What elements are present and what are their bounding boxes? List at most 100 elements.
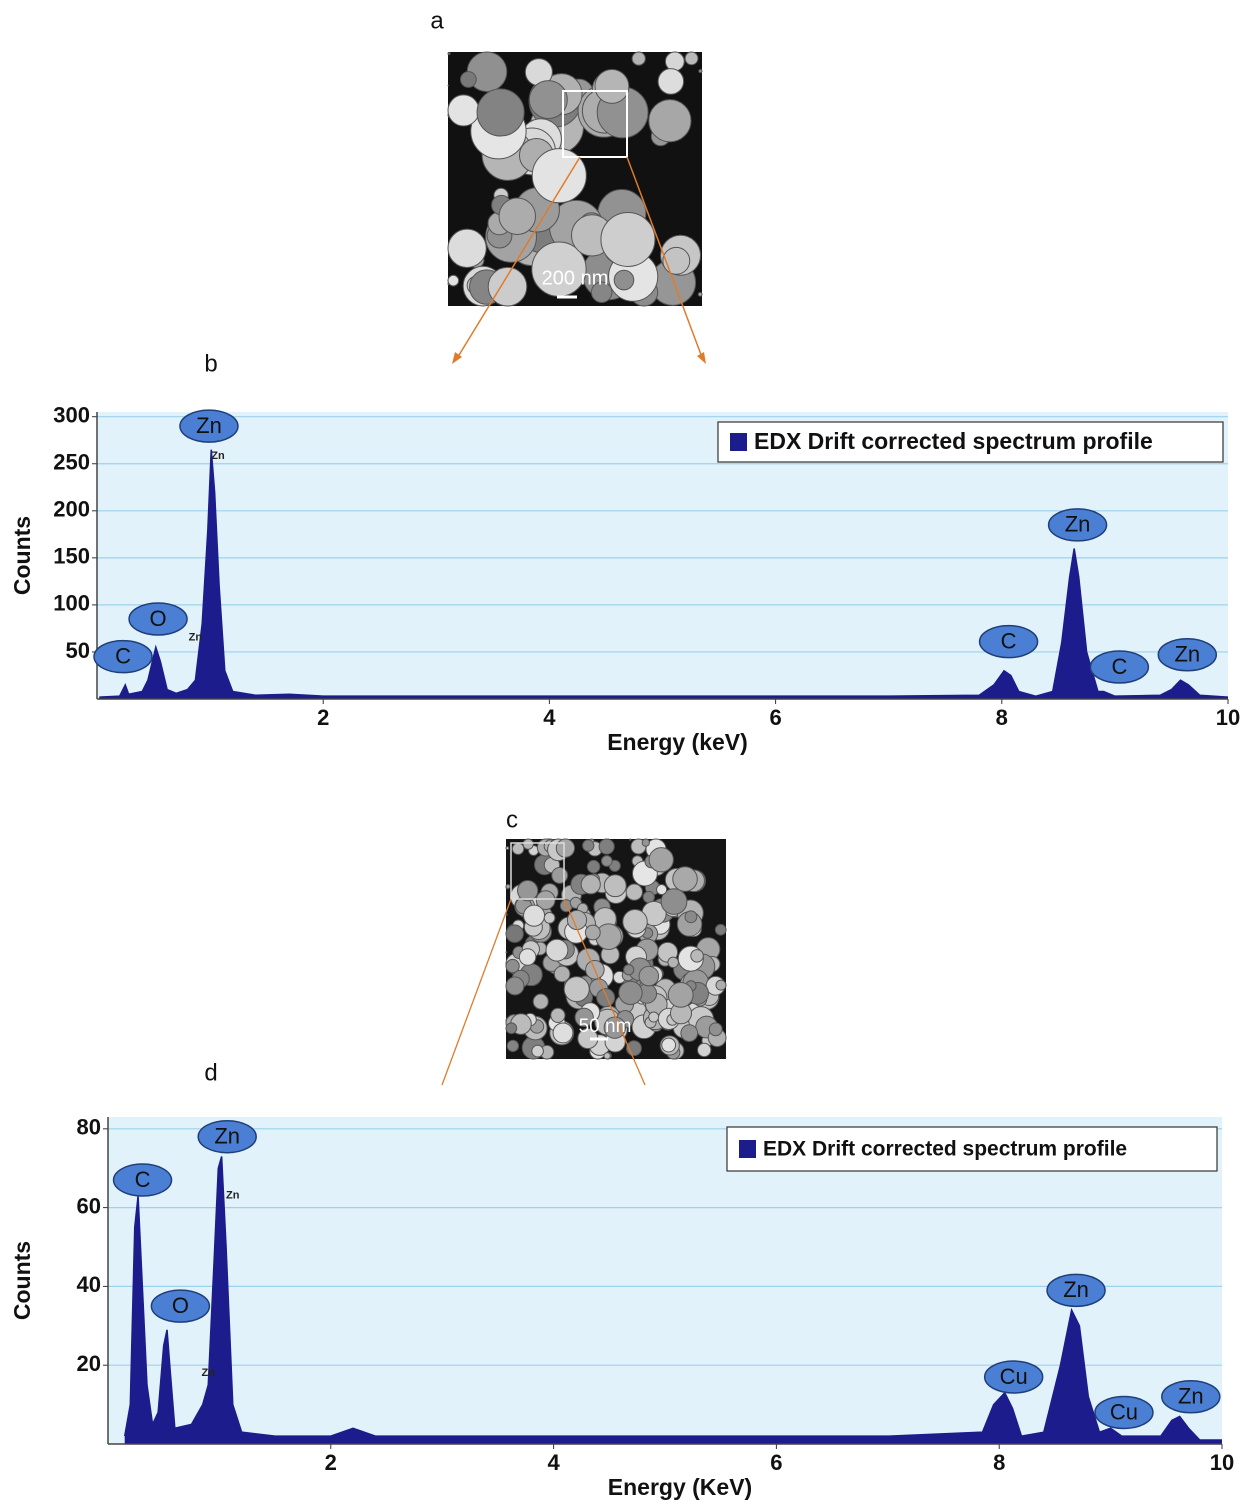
particle bbox=[625, 883, 643, 901]
particle bbox=[600, 855, 613, 867]
legend-box bbox=[726, 1126, 1218, 1172]
particle bbox=[667, 956, 679, 969]
particle bbox=[715, 979, 727, 991]
x-tick-label: 4 bbox=[543, 705, 556, 730]
peak-label-bubble bbox=[128, 602, 188, 636]
particle bbox=[648, 847, 674, 873]
particle bbox=[552, 1022, 574, 1044]
peak-label-bubble bbox=[112, 1163, 173, 1197]
micrograph bbox=[447, 51, 703, 307]
particle bbox=[447, 228, 487, 268]
peak-label-bubble bbox=[150, 1289, 211, 1323]
peak-label: Cu bbox=[1000, 1364, 1028, 1389]
particle bbox=[505, 1022, 518, 1035]
particle bbox=[603, 1052, 611, 1060]
peak-label: Zn bbox=[214, 1124, 240, 1149]
particle bbox=[551, 866, 569, 884]
particle bbox=[623, 964, 635, 976]
particle bbox=[661, 1037, 677, 1053]
particle bbox=[518, 948, 537, 966]
particle bbox=[628, 838, 632, 841]
panel-label: c bbox=[506, 806, 518, 833]
particle bbox=[594, 68, 630, 104]
legend-label: EDX Drift corrected spectrum profile bbox=[754, 428, 1153, 454]
peak-label-bubble bbox=[1047, 508, 1108, 542]
particle bbox=[664, 51, 685, 72]
particle bbox=[672, 866, 698, 892]
peak-marker-label: Zn bbox=[202, 1367, 216, 1379]
y-tick-label: 40 bbox=[77, 1272, 101, 1297]
particle bbox=[697, 292, 703, 297]
y-axis-label: Counts bbox=[9, 516, 35, 595]
peak-label: O bbox=[150, 606, 167, 631]
particle bbox=[600, 211, 656, 267]
particle bbox=[447, 94, 480, 127]
scale-bar-label: 50 nm bbox=[579, 1016, 632, 1037]
peak-label-bubble bbox=[179, 409, 239, 443]
peak-label: C bbox=[1111, 654, 1127, 679]
particle bbox=[698, 69, 703, 74]
panel-label: b bbox=[204, 350, 217, 377]
particle bbox=[476, 88, 525, 137]
peak-label-bubble bbox=[978, 624, 1039, 659]
peak-label: C bbox=[1001, 628, 1017, 653]
x-tick-label: 2 bbox=[317, 705, 329, 730]
legend-label: EDX Drift corrected spectrum profile bbox=[763, 1138, 1127, 1161]
peak-label: Zn bbox=[1178, 1384, 1204, 1409]
y-tick-label: 100 bbox=[53, 591, 90, 616]
particle bbox=[550, 1007, 566, 1023]
legend-swatch bbox=[730, 433, 747, 451]
particle bbox=[708, 1022, 723, 1037]
particle bbox=[660, 888, 688, 915]
particle bbox=[460, 71, 477, 88]
x-tick-label: 6 bbox=[769, 705, 781, 730]
x-tick-label: 10 bbox=[1210, 1450, 1234, 1475]
particle bbox=[618, 980, 643, 1006]
peak-label: O bbox=[172, 1293, 189, 1318]
particle bbox=[613, 269, 635, 291]
peak-label: Zn bbox=[196, 413, 222, 438]
micrograph bbox=[505, 838, 727, 1060]
y-axis-label: Counts bbox=[9, 1241, 35, 1320]
particle bbox=[505, 976, 525, 996]
particle bbox=[505, 958, 520, 974]
particle bbox=[563, 976, 590, 1003]
y-tick-label: 60 bbox=[77, 1193, 101, 1218]
x-axis-label: Energy (keV) bbox=[607, 729, 748, 755]
particle bbox=[638, 965, 660, 987]
particle bbox=[505, 846, 510, 851]
particle bbox=[555, 838, 576, 858]
particle bbox=[528, 80, 568, 120]
particle bbox=[584, 924, 601, 941]
peak-label-bubble bbox=[197, 1119, 257, 1154]
particle bbox=[532, 993, 549, 1010]
particle bbox=[582, 839, 595, 852]
particle bbox=[697, 1042, 712, 1058]
zoom-box bbox=[562, 90, 628, 158]
y-tick-label: 20 bbox=[77, 1351, 101, 1376]
legend-box bbox=[717, 421, 1224, 463]
particle bbox=[545, 938, 569, 962]
panel-label: a bbox=[430, 7, 444, 34]
particle bbox=[505, 883, 511, 889]
zoom-box bbox=[510, 842, 565, 900]
peak-label-bubble bbox=[1157, 638, 1218, 672]
peak-label: Zn bbox=[1063, 1277, 1089, 1302]
x-tick-label: 10 bbox=[1216, 705, 1240, 730]
particle bbox=[543, 912, 556, 924]
x-tick-label: 6 bbox=[770, 1450, 782, 1475]
particle bbox=[631, 51, 646, 66]
peak-label-bubble bbox=[1089, 650, 1150, 684]
particle bbox=[447, 52, 451, 56]
x-tick-label: 8 bbox=[996, 705, 1008, 730]
particle bbox=[522, 838, 534, 850]
particle bbox=[714, 923, 727, 936]
y-tick-label: 50 bbox=[66, 638, 90, 663]
particle bbox=[447, 274, 460, 287]
particle bbox=[574, 1007, 594, 1028]
particle bbox=[523, 904, 546, 927]
peak-label: Zn bbox=[1174, 642, 1200, 667]
x-tick-label: 8 bbox=[993, 1450, 1005, 1475]
particle bbox=[580, 874, 601, 895]
